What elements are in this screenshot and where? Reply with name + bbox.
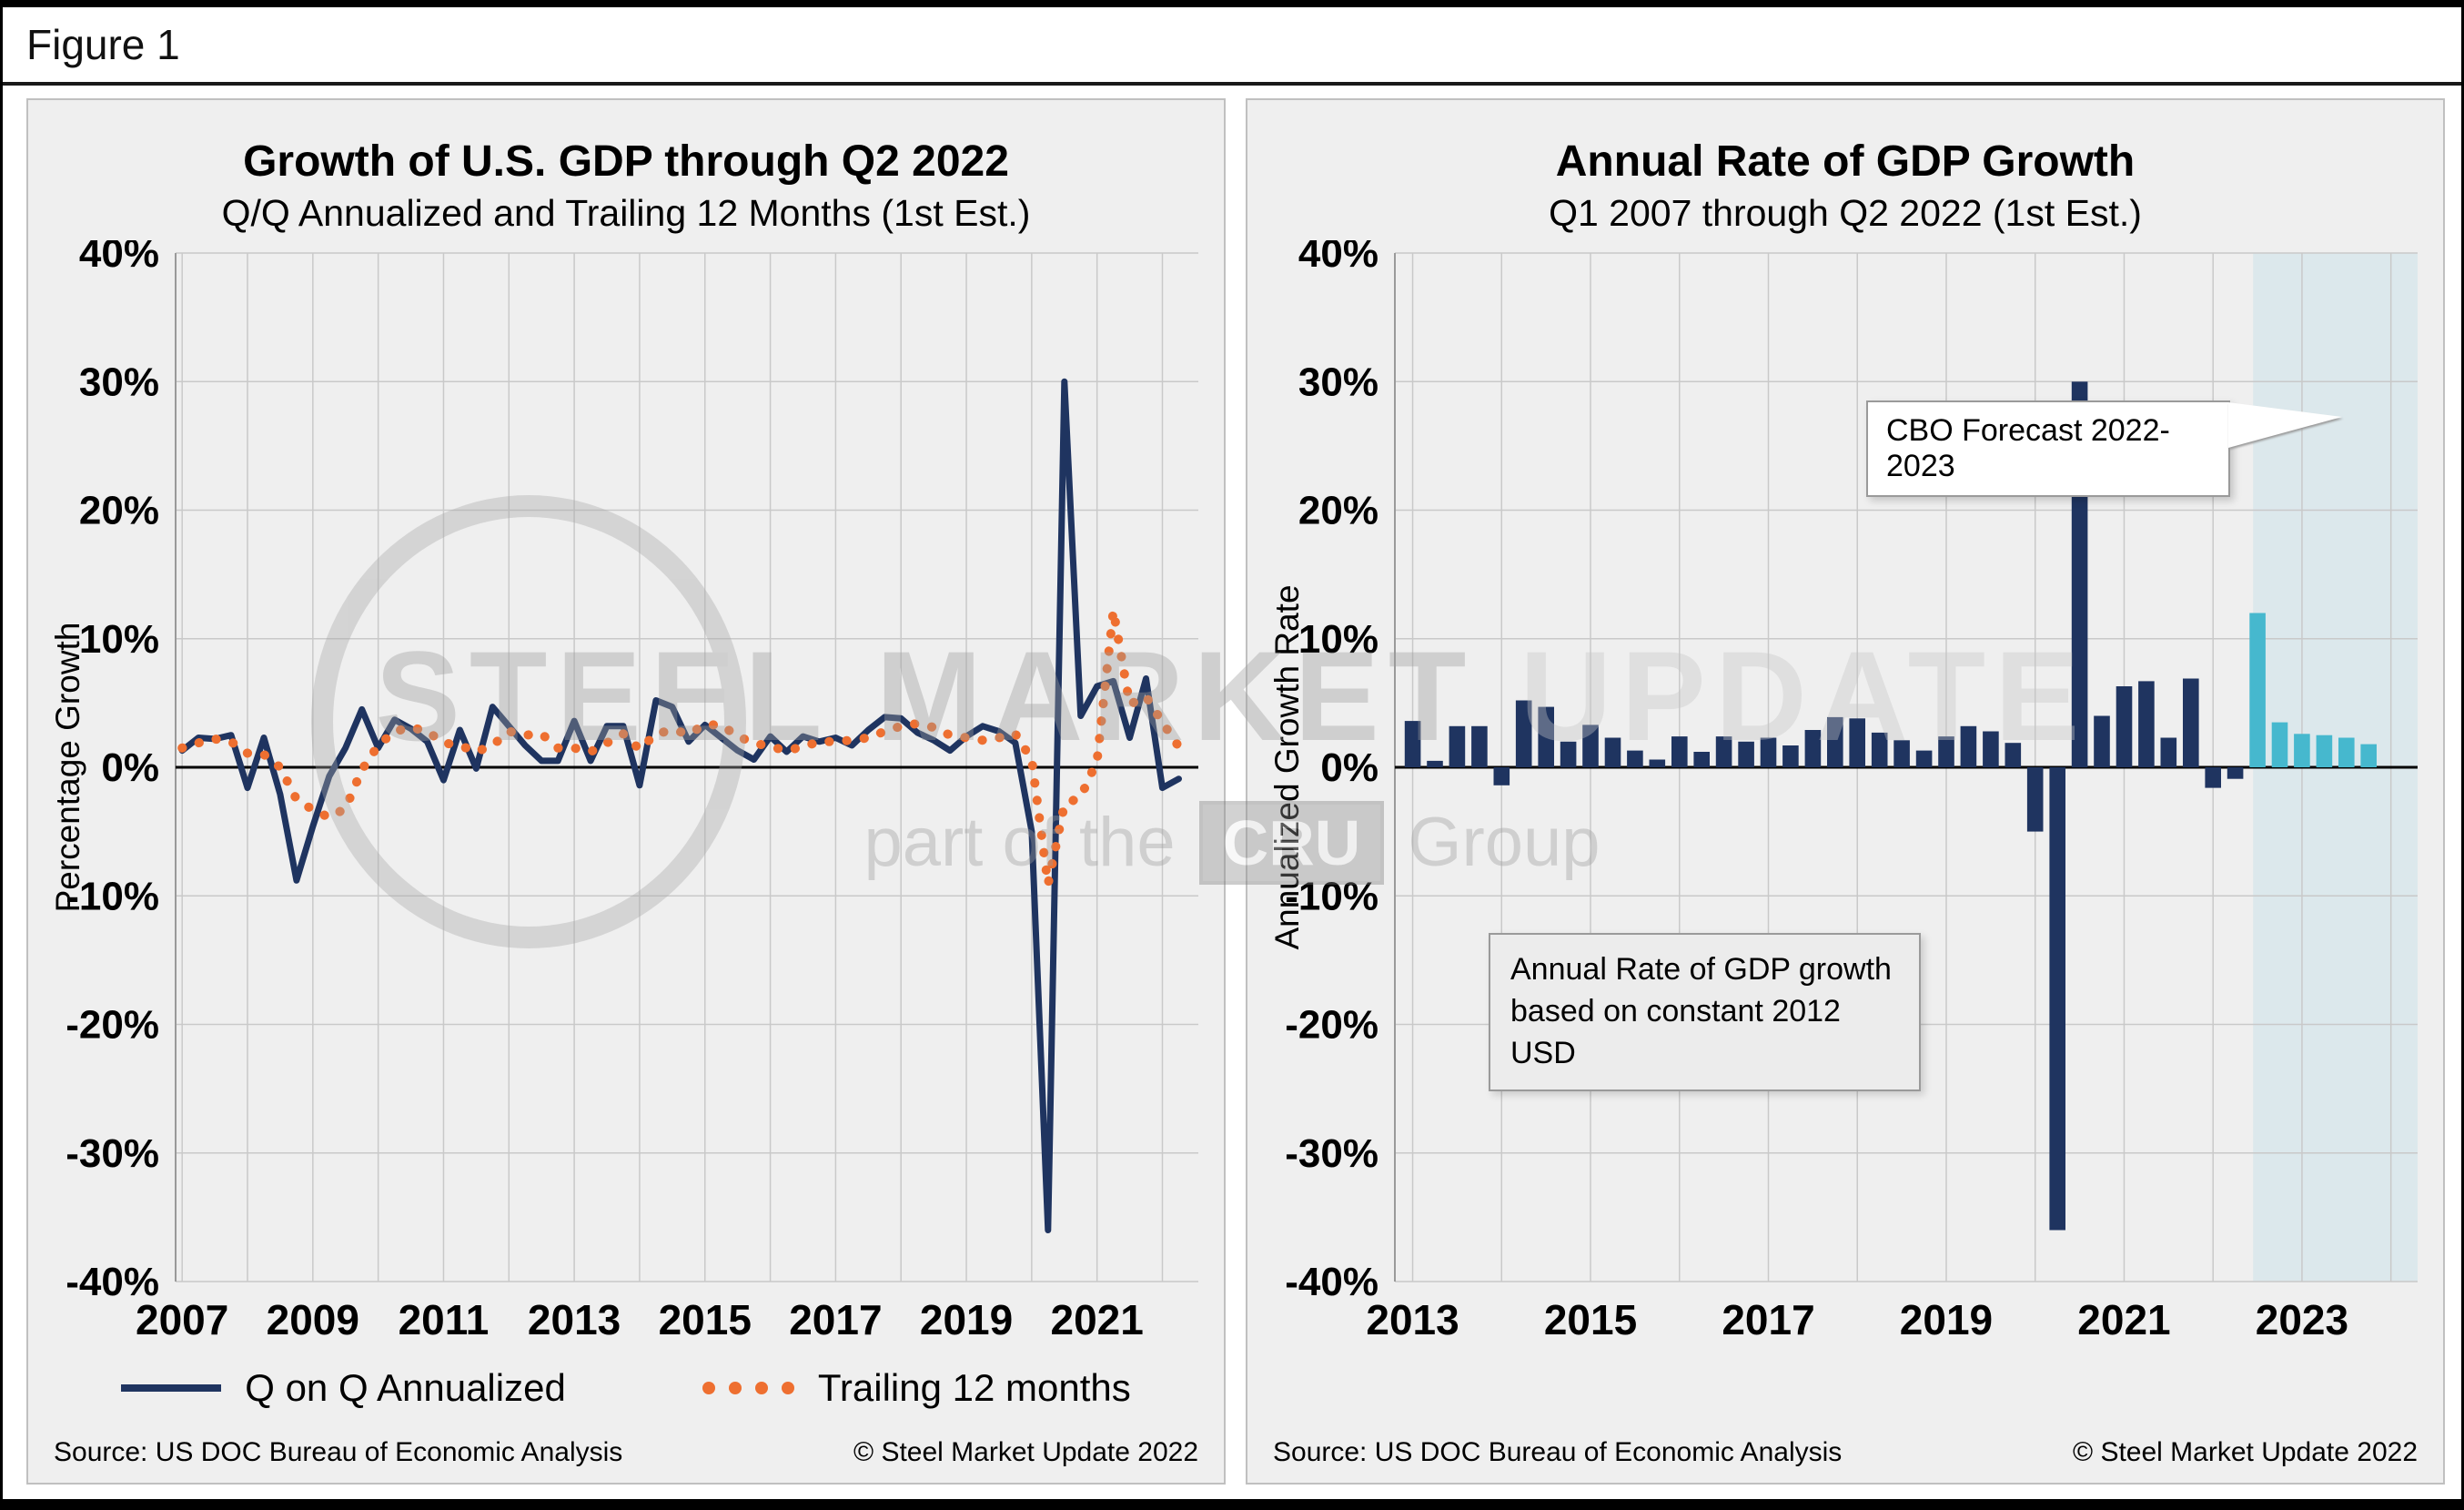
svg-text:40%: 40% xyxy=(79,240,159,276)
svg-text:-30%: -30% xyxy=(66,1131,159,1176)
svg-text:10%: 10% xyxy=(1298,617,1378,662)
svg-text:-40%: -40% xyxy=(66,1260,159,1304)
gdp-growth-line-chart: -40% -30% -20% -10% 0% 10% 20% 30% 40% 2007 2009 20… xyxy=(49,240,1198,1343)
dots-series-swatch xyxy=(702,1382,794,1394)
left-chart-subtitle: Q/Q Annualized and Trailing 12 Months (1… xyxy=(221,192,1031,234)
svg-text:-10%: -10% xyxy=(1285,874,1378,918)
callout-arrow-icon xyxy=(2228,402,2342,448)
svg-text:2021: 2021 xyxy=(2077,1296,2170,1343)
right-source-text: Source: US DOC Bureau of Economic Analys… xyxy=(1273,1437,1843,1467)
svg-text:40%: 40% xyxy=(1298,240,1378,276)
svg-text:2015: 2015 xyxy=(659,1296,752,1343)
svg-text:0%: 0% xyxy=(101,745,159,790)
svg-text:2019: 2019 xyxy=(920,1296,1013,1343)
legend-label-trailing: Trailing 12 months xyxy=(817,1366,1131,1409)
svg-text:Percentage Growth: Percentage Growth xyxy=(49,623,86,913)
left-chart-panel: Growth of U.S. GDP through Q2 2022 Q/Q A… xyxy=(26,98,1226,1485)
svg-text:2013: 2013 xyxy=(1366,1296,1459,1343)
left-chart-title: Growth of U.S. GDP through Q2 2022 xyxy=(243,137,1009,186)
left-source-text: Source: US DOC Bureau of Economic Analys… xyxy=(54,1437,623,1467)
figure-header: Figure 1 xyxy=(3,7,2461,86)
svg-text:2023: 2023 xyxy=(2256,1296,2348,1343)
svg-text:Annualized Growth Rate: Annualized Growth Rate xyxy=(1268,584,1306,949)
svg-text:20%: 20% xyxy=(79,489,159,533)
methodology-note: Annual Rate of GDP growth based on const… xyxy=(1489,933,1921,1091)
cbo-forecast-callout: CBO Forecast 2022-2023 xyxy=(1866,400,2342,497)
svg-text:2011: 2011 xyxy=(399,1296,490,1343)
left-panel-footer: Source: US DOC Bureau of Economic Analys… xyxy=(39,1437,1213,1474)
charts-row: Growth of U.S. GDP through Q2 2022 Q/Q A… xyxy=(3,86,2461,1499)
figure-label: Figure 1 xyxy=(26,21,180,68)
svg-text:2019: 2019 xyxy=(1900,1296,1993,1343)
methodology-note-line2: based on constant 2012 USD xyxy=(1510,993,1841,1070)
right-chart-title: Annual Rate of GDP Growth xyxy=(1555,137,2136,186)
right-chart-panel: Annual Rate of GDP Growth Q1 2007 throug… xyxy=(1246,98,2445,1485)
right-panel-footer: Source: US DOC Bureau of Economic Analys… xyxy=(1258,1437,2432,1474)
svg-text:-20%: -20% xyxy=(1285,1003,1378,1048)
right-chart-subtitle: Q1 2007 through Q2 2022 (1st Est.) xyxy=(1549,192,2142,234)
svg-text:-40%: -40% xyxy=(1285,1260,1378,1304)
svg-text:10%: 10% xyxy=(79,617,159,662)
chart-legend: Q on Q Annualized Trailing 12 months xyxy=(39,1360,1213,1416)
legend-item-trailing: Trailing 12 months xyxy=(702,1366,1131,1410)
svg-text:2021: 2021 xyxy=(1051,1296,1144,1343)
legend-item-q-on-q: Q on Q Annualized xyxy=(121,1366,566,1410)
legend-label-q-on-q: Q on Q Annualized xyxy=(245,1366,566,1409)
right-copyright-text: © Steel Market Update 2022 xyxy=(2073,1437,2418,1467)
svg-text:0%: 0% xyxy=(1320,745,1378,790)
line-series-swatch xyxy=(121,1384,222,1392)
svg-text:-10%: -10% xyxy=(66,874,159,918)
svg-text:2017: 2017 xyxy=(1722,1296,1814,1343)
svg-text:30%: 30% xyxy=(79,360,159,404)
cbo-forecast-callout-text: CBO Forecast 2022-2023 xyxy=(1886,413,2170,483)
svg-text:-20%: -20% xyxy=(66,1003,159,1048)
left-copyright-text: © Steel Market Update 2022 xyxy=(853,1437,1198,1467)
svg-text:2009: 2009 xyxy=(267,1296,359,1343)
svg-text:2007: 2007 xyxy=(136,1296,228,1343)
svg-text:-30%: -30% xyxy=(1285,1131,1378,1176)
methodology-note-line1: Annual Rate of GDP growth xyxy=(1510,952,1892,987)
svg-text:2017: 2017 xyxy=(789,1296,882,1343)
svg-text:2013: 2013 xyxy=(528,1296,621,1343)
svg-text:30%: 30% xyxy=(1298,360,1378,404)
svg-text:20%: 20% xyxy=(1298,489,1378,533)
gdp-growth-bar-chart: -40% -30% -20% -10% 0% 10% 20% 30% 40% 2013 2015 20… xyxy=(1268,240,2418,1343)
svg-text:2015: 2015 xyxy=(1544,1296,1637,1343)
